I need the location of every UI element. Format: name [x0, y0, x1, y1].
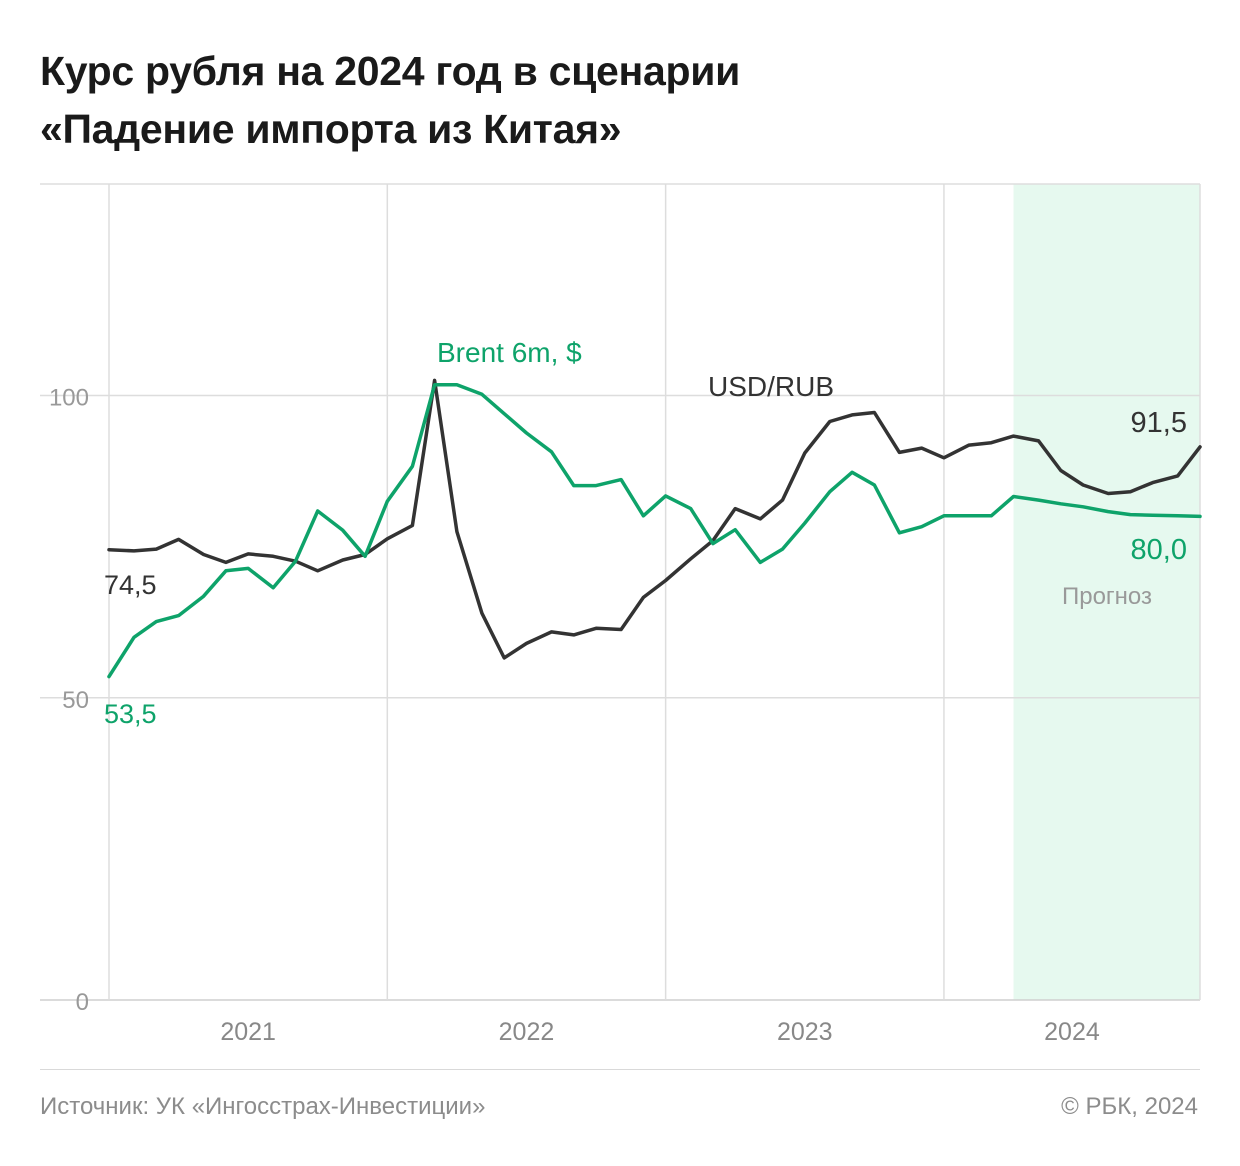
copyright-note: © РБК, 2024	[1061, 1093, 1198, 1120]
footer-divider	[40, 1069, 1200, 1070]
usd-rub-series-label: USD/RUB	[708, 371, 834, 402]
chart-title-line-1: Курс рубля на 2024 год в сценарии	[40, 48, 741, 94]
brent-end-label: 80,0	[1131, 534, 1187, 566]
y-tick-label-0: 0	[76, 989, 89, 1016]
y-tick-label-50: 50	[62, 687, 89, 714]
chart-title: Курс рубля на 2024 год в сценарии «Паден…	[40, 42, 1200, 158]
x-tick-label-2024: 2024	[1044, 1018, 1100, 1046]
x-tick-label-2023: 2023	[777, 1018, 833, 1046]
usd-rub-end-label: 91,5	[1131, 407, 1187, 439]
x-tick-label-2021: 2021	[220, 1018, 276, 1046]
usd-rub-start-label: 74,5	[104, 570, 157, 600]
forecast-label: Прогноз	[1062, 583, 1152, 610]
usd-rub-line	[107, 378, 1202, 660]
source-note: Источник: УК «Ингосстрах-Инвестиции»	[40, 1093, 486, 1120]
brent-series-label: Brent 6m, $	[437, 337, 582, 368]
forecast-zone	[1013, 184, 1200, 1000]
brent-start-label: 53,5	[104, 699, 157, 729]
chart-title-line-2: «Падение импорта из Китая»	[40, 106, 622, 152]
brent-line	[107, 382, 1202, 679]
y-tick-label-100: 100	[49, 385, 89, 412]
x-tick-label-2022: 2022	[499, 1018, 555, 1046]
